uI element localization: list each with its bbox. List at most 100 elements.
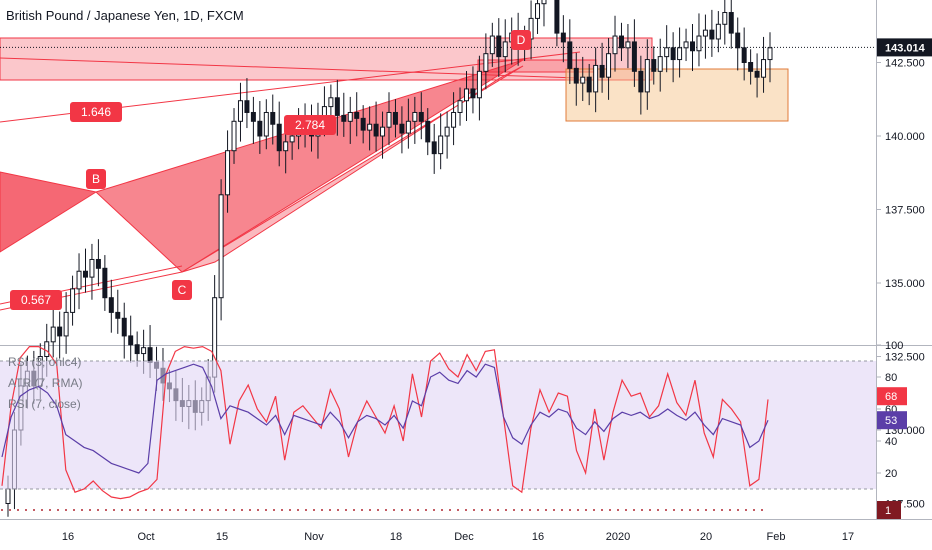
atr-dot [369,509,371,511]
atr-dot [73,509,75,511]
pattern-bcd-triangle [95,59,524,273]
atr-dot [713,509,715,511]
candle [418,111,424,122]
candle [535,3,541,19]
candle [283,141,289,152]
candle [334,97,340,116]
chart-title: British Pound / Japanese Yen, 1D, FXCM [6,8,244,23]
candle [612,35,618,55]
candle [70,288,76,313]
candle [257,120,263,137]
rsi-slow-value: 53 [885,415,897,427]
atr-dot [9,509,11,511]
candle [225,150,231,196]
candle [444,126,450,137]
atr-dot [233,509,235,511]
atr-dot [137,509,139,511]
candle [347,111,353,122]
candle [367,123,373,131]
price-tick-label: 135.000 [885,278,925,290]
candle [541,0,547,5]
atr-dot [641,509,643,511]
candle [451,111,457,128]
indicator-rsi-3-label[interactable]: RSI (3, ohlc4) [8,355,82,369]
atr-dot [689,509,691,511]
last-price-label: 143.014 [885,42,926,54]
atr-dot [289,509,291,511]
atr-dot [273,509,275,511]
time-tick-label: 15 [216,531,228,543]
candle [690,41,696,52]
atr-dot [465,509,467,511]
candle [618,35,624,49]
atr-dot [697,509,699,511]
atr-dot [593,509,595,511]
atr-dot [721,509,723,511]
atr-dot [97,509,99,511]
candle [567,41,573,69]
atr-dot [657,509,659,511]
atr-dot [121,509,123,511]
candle [425,120,431,143]
candle [702,29,708,37]
atr-dot [529,509,531,511]
ratio-label: 0.567 [21,293,51,307]
atr-dot [553,509,555,511]
atr-dot [105,509,107,511]
candle [380,126,386,137]
atr-dot [257,509,259,511]
atr-dot [761,509,763,511]
atr-dot [65,509,67,511]
atr-dot [577,509,579,511]
atr-dot [225,509,227,511]
candle [231,120,237,152]
candle [250,111,256,122]
rsi-tick-label: 80 [885,372,897,384]
atr-dot [193,509,195,511]
atr-dot [145,509,147,511]
pattern-point-label: B [92,172,100,186]
candle [735,32,741,49]
atr-dot [81,509,83,511]
atr-dot [393,509,395,511]
candle [728,12,734,34]
candle [496,35,502,58]
atr-dot [329,509,331,511]
atr-dot [313,509,315,511]
price-tick-label: 132.500 [885,352,925,364]
candle [741,47,747,63]
indicator-rsi-7-label[interactable]: RSI (7, close) [8,397,81,411]
atr-dot [433,509,435,511]
atr-dot [185,509,187,511]
atr-dot [241,509,243,511]
pattern-resistance-zone [0,37,653,81]
candle [502,41,508,58]
rsi-fast-badge [877,387,907,406]
candle [631,41,637,72]
atr-dot [481,509,483,511]
candle [270,111,276,125]
candle [108,297,114,313]
atr-dot [377,509,379,511]
pattern-point-marker [511,30,531,50]
atr-dot [569,509,571,511]
ratio-badge [284,115,336,135]
candle [431,141,437,155]
candle [341,114,347,122]
indicator-atr-7-label[interactable]: ATR (7, RMA) [8,376,83,390]
pattern-xab-triangle [0,171,98,253]
candle [683,41,689,49]
candle [722,12,728,25]
atr-dot [753,509,755,511]
rsi-slow-badge [877,411,907,430]
candle [121,317,127,337]
candle [489,35,495,55]
atr-dot [513,509,515,511]
atr-dot [89,509,91,511]
atr-dot [505,509,507,511]
candle [606,53,612,78]
atr-dot [361,509,363,511]
atr-dot [561,509,563,511]
candle [580,76,586,84]
